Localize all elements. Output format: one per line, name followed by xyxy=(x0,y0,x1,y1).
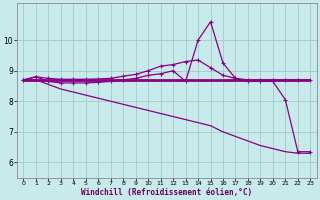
X-axis label: Windchill (Refroidissement éolien,°C): Windchill (Refroidissement éolien,°C) xyxy=(81,188,252,197)
